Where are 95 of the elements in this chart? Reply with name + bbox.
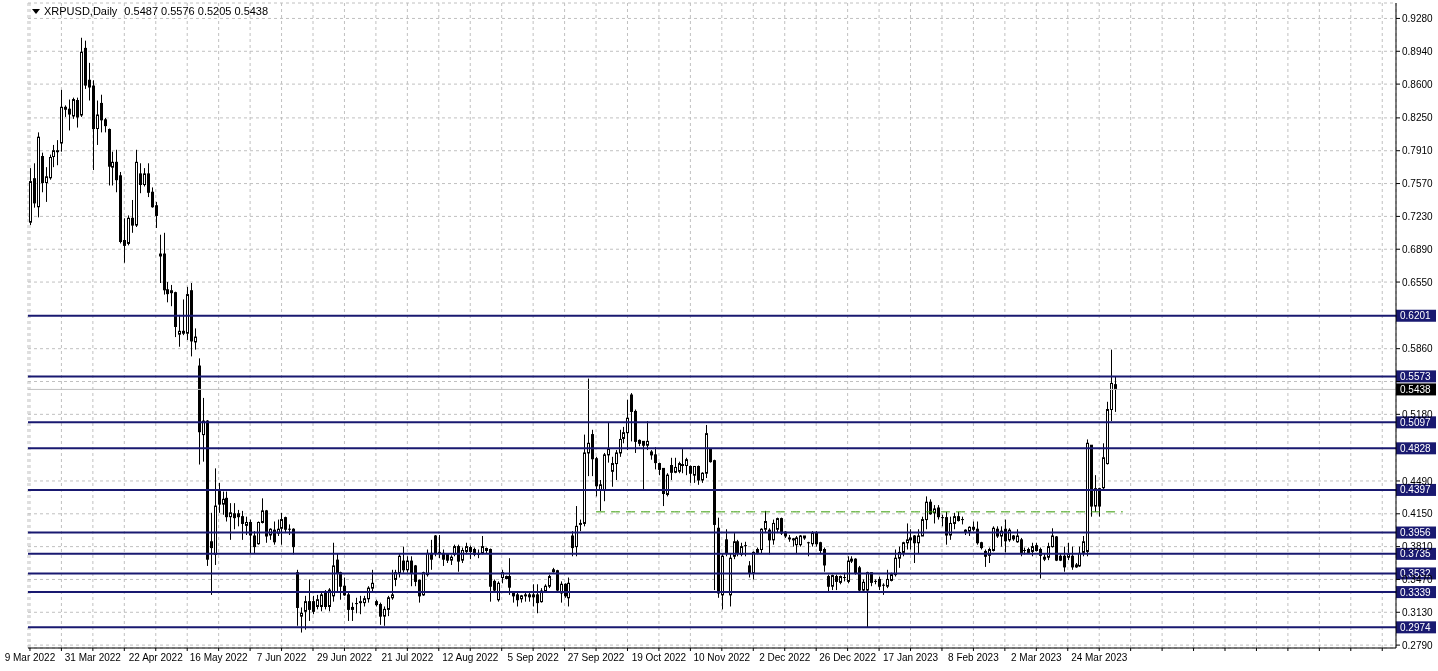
- candlestick: [772, 519, 775, 546]
- x-tick-label: 29 Jun 2022: [316, 651, 373, 663]
- candlestick: [438, 534, 441, 559]
- candlestick: [218, 482, 221, 514]
- candlestick: [229, 502, 232, 541]
- ref-line-label: 0.4397: [1400, 484, 1432, 496]
- candlestick: [178, 314, 181, 348]
- candlestick: [324, 589, 327, 610]
- candlestick: [1063, 546, 1066, 573]
- chart-title: XRPUSD,Daily: [44, 5, 118, 18]
- candlestick: [398, 552, 401, 579]
- candlestick: [575, 505, 578, 557]
- x-tick-label: 22 Apr 2022: [128, 651, 184, 663]
- x-tick-label: 16 May 2022: [189, 651, 248, 663]
- candlestick: [182, 298, 185, 336]
- y-tick-label: 0.4150: [1402, 508, 1434, 520]
- candlestick: [1114, 375, 1117, 413]
- y-tick-label: 0.5860: [1402, 343, 1434, 355]
- candlestick: [827, 574, 830, 594]
- candlestick: [886, 569, 889, 589]
- candlestick: [457, 544, 460, 573]
- candlestick: [402, 546, 405, 574]
- candlestick: [304, 595, 307, 631]
- ref-line-label: 0.4828: [1400, 442, 1432, 454]
- ref-line-label: 0.3339: [1400, 586, 1432, 598]
- y-tick-label: 0.4490: [1402, 475, 1434, 487]
- x-tick-label: 2 Mar 2023: [1011, 651, 1063, 663]
- x-tick-label: 7 Jun 2022: [256, 651, 307, 663]
- candlestick: [312, 595, 315, 615]
- y-tick-label: 0.8940: [1402, 45, 1434, 57]
- y-tick-label: 0.9280: [1402, 13, 1434, 24]
- candlestick: [222, 491, 225, 516]
- candlestick: [646, 420, 649, 451]
- x-tick-label: 17 Jan 2023: [882, 651, 939, 663]
- candlestick: [654, 446, 657, 470]
- candlestick: [355, 597, 358, 614]
- candlestick: [670, 457, 673, 481]
- candlestick: [68, 99, 71, 131]
- ref-line-label: 0.5573: [1400, 370, 1432, 382]
- candlestick: [72, 97, 75, 120]
- candlestick: [249, 519, 252, 554]
- candlestick: [611, 456, 614, 488]
- candlestick: [642, 440, 645, 491]
- y-tick-label: 0.6890: [1402, 243, 1434, 255]
- candlestick: [379, 602, 382, 626]
- x-tick-label: 9 Mar 2022: [4, 651, 56, 663]
- candlestick: [300, 606, 303, 634]
- x-tick-label: 19 Oct 2022: [631, 651, 687, 663]
- x-tick-label: 24 Mar 2023: [1071, 651, 1128, 663]
- x-tick-label: 10 Nov 2022: [693, 651, 751, 663]
- candlestick: [630, 392, 633, 442]
- candlestick: [866, 571, 869, 629]
- x-tick-label: 8 Feb 2023: [948, 651, 1000, 663]
- ref-line-label: 0.2974: [1400, 621, 1432, 633]
- candlestick: [56, 139, 59, 166]
- candlestick: [225, 491, 228, 523]
- candlestick: [725, 528, 728, 557]
- y-tick-label: 0.7570: [1402, 178, 1434, 190]
- candlestick: [532, 583, 535, 607]
- ref-line-label: 0.6201: [1400, 310, 1432, 322]
- y-tick-label: 0.7230: [1402, 210, 1434, 222]
- candlestick: [571, 530, 574, 557]
- ref-line-label: 0.5438: [1400, 383, 1432, 395]
- x-tick-label: 21 Jul 2022: [381, 651, 434, 663]
- chart-subtitle: 0.5487 0.5576 0.5205 0.5438: [124, 5, 269, 18]
- y-tick-label: 0.3130: [1402, 606, 1434, 618]
- y-tick-label: 0.2790: [1402, 639, 1434, 651]
- candlestick: [233, 502, 236, 530]
- x-tick-label: 5 Sep 2022: [507, 651, 560, 663]
- candlestick: [359, 595, 362, 615]
- candlestick: [945, 511, 948, 546]
- y-tick-label: 0.7910: [1402, 145, 1434, 157]
- x-tick-label: 27 Sep 2022: [567, 651, 625, 663]
- y-tick-label: 0.8600: [1402, 78, 1434, 90]
- candlestick: [410, 555, 413, 587]
- candlestick: [336, 552, 339, 594]
- x-tick-label: 26 Dec 2022: [819, 651, 877, 663]
- candlestick: [245, 516, 248, 536]
- x-tick-label: 12 Aug 2022: [442, 651, 499, 663]
- y-tick-label: 0.6550: [1402, 276, 1434, 288]
- ref-line-label: 0.3956: [1400, 527, 1432, 539]
- candlestick: [1071, 546, 1074, 571]
- candlestick: [992, 525, 995, 552]
- candlestick: [434, 534, 437, 557]
- candlestick: [100, 94, 103, 133]
- candlestick: [320, 590, 323, 612]
- candlestick: [387, 595, 390, 617]
- candlestick: [913, 534, 916, 564]
- candlestick: [308, 578, 311, 622]
- candlestick: [241, 510, 244, 541]
- x-tick-label: 2 Dec 2022: [759, 651, 811, 663]
- x-tick-label: 31 Mar 2022: [64, 651, 122, 663]
- y-tick-label: 0.8250: [1402, 112, 1434, 124]
- candlestick: [906, 522, 909, 551]
- candlestick: [536, 583, 539, 614]
